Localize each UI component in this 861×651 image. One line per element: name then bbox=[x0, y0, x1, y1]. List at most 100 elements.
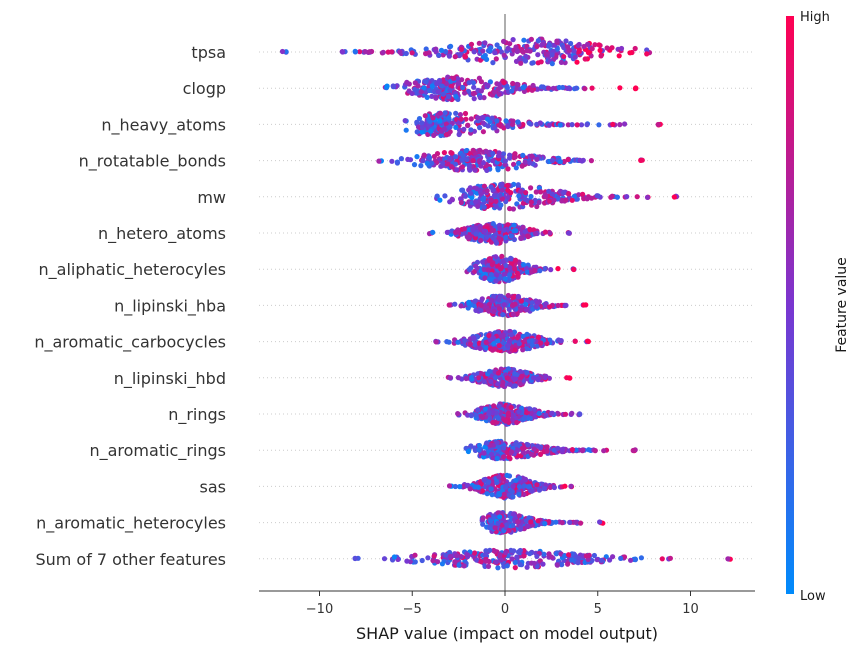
data-point bbox=[451, 75, 457, 81]
data-point bbox=[454, 553, 460, 559]
data-point bbox=[533, 189, 539, 195]
data-point bbox=[468, 116, 474, 122]
data-point bbox=[551, 197, 557, 203]
data-point bbox=[563, 197, 569, 203]
data-point bbox=[512, 376, 519, 382]
data-point bbox=[498, 266, 504, 272]
data-point bbox=[439, 83, 445, 89]
data-point bbox=[618, 555, 624, 562]
data-point bbox=[523, 518, 529, 524]
data-point bbox=[404, 558, 410, 564]
data-point bbox=[520, 347, 526, 353]
data-point bbox=[501, 79, 507, 86]
data-point bbox=[457, 484, 463, 490]
data-point bbox=[416, 116, 423, 122]
data-point bbox=[447, 124, 453, 130]
data-point bbox=[484, 234, 490, 240]
data-point bbox=[526, 338, 533, 344]
data-point bbox=[555, 266, 561, 272]
data-point bbox=[447, 553, 453, 560]
data-point bbox=[465, 122, 471, 128]
data-point bbox=[567, 519, 573, 526]
data-point bbox=[504, 83, 510, 89]
data-point bbox=[596, 42, 602, 48]
data-point bbox=[589, 195, 595, 201]
data-point bbox=[463, 375, 469, 382]
data-point bbox=[592, 42, 598, 48]
data-point bbox=[496, 343, 502, 349]
data-point bbox=[487, 547, 493, 553]
data-point bbox=[565, 122, 571, 128]
data-point bbox=[455, 229, 461, 235]
data-point bbox=[520, 200, 527, 206]
data-point bbox=[572, 54, 578, 60]
data-point bbox=[480, 196, 486, 202]
data-point bbox=[389, 49, 395, 55]
data-point bbox=[501, 491, 507, 497]
data-point bbox=[555, 445, 561, 451]
data-point bbox=[430, 229, 436, 235]
data-point bbox=[531, 446, 537, 452]
data-point bbox=[412, 559, 418, 565]
data-point bbox=[468, 190, 474, 196]
data-point bbox=[470, 91, 476, 97]
data-point bbox=[542, 521, 548, 527]
data-point bbox=[512, 347, 518, 353]
data-point bbox=[458, 51, 464, 57]
data-point bbox=[437, 197, 443, 203]
data-point bbox=[601, 448, 607, 454]
data-point bbox=[486, 479, 492, 485]
data-point bbox=[507, 338, 513, 344]
data-point bbox=[518, 235, 524, 241]
data-point bbox=[507, 206, 513, 212]
data-point bbox=[397, 49, 403, 55]
data-point bbox=[482, 551, 489, 558]
data-point bbox=[513, 442, 519, 448]
data-point bbox=[480, 414, 486, 420]
data-point bbox=[472, 550, 478, 556]
data-point bbox=[394, 160, 400, 166]
data-point bbox=[569, 410, 575, 416]
data-point bbox=[536, 185, 543, 191]
data-point bbox=[513, 477, 519, 483]
data-point bbox=[516, 513, 522, 519]
data-point bbox=[540, 41, 546, 47]
data-point bbox=[490, 335, 496, 341]
data-point bbox=[571, 48, 577, 54]
data-point bbox=[725, 556, 731, 562]
data-point bbox=[504, 182, 510, 189]
data-point bbox=[468, 127, 474, 133]
data-point bbox=[536, 199, 542, 205]
data-point bbox=[464, 234, 471, 240]
data-point bbox=[367, 49, 373, 55]
data-point bbox=[515, 293, 521, 300]
data-point bbox=[509, 88, 515, 94]
data-point bbox=[426, 155, 433, 161]
data-point bbox=[431, 153, 437, 160]
data-point bbox=[445, 161, 451, 167]
data-point bbox=[472, 303, 478, 309]
data-point bbox=[431, 553, 437, 559]
data-point bbox=[478, 237, 484, 243]
data-point bbox=[569, 447, 576, 453]
data-point bbox=[501, 38, 507, 45]
data-point bbox=[533, 304, 539, 310]
data-point bbox=[610, 121, 616, 127]
data-point bbox=[520, 152, 526, 158]
data-point bbox=[492, 89, 498, 95]
data-point bbox=[655, 121, 661, 128]
data-point bbox=[461, 563, 467, 569]
feature-label: n_hetero_atoms bbox=[98, 224, 226, 244]
data-point bbox=[471, 335, 477, 341]
data-point bbox=[529, 87, 535, 93]
data-point bbox=[529, 488, 535, 494]
data-point bbox=[565, 561, 571, 567]
data-point bbox=[546, 519, 552, 525]
data-point bbox=[528, 36, 535, 42]
data-point bbox=[414, 119, 420, 125]
data-point bbox=[492, 125, 498, 131]
data-point bbox=[507, 152, 513, 158]
feature-label: n_rings bbox=[168, 405, 226, 425]
data-point bbox=[490, 60, 496, 66]
data-point bbox=[561, 54, 567, 60]
